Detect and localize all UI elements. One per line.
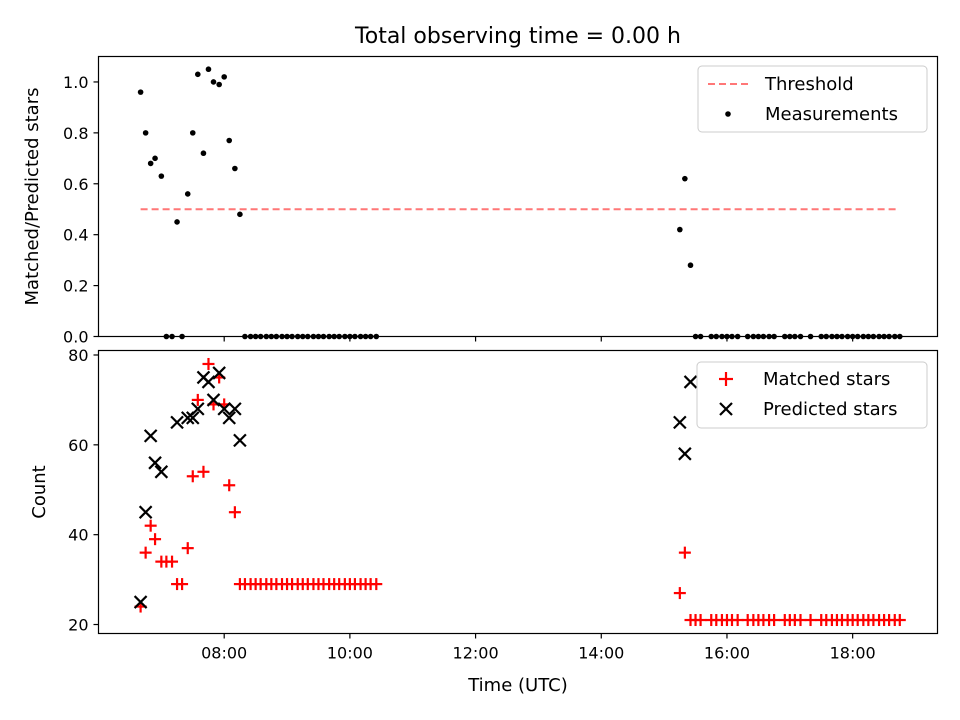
matched-star-point [181,542,194,555]
x-tick-label: 14:00 [578,644,624,663]
y-tick-label: 0.4 [63,226,88,245]
y-tick-label: 40 [68,526,88,545]
top-axes-frame [97,55,939,338]
matched-star-point [804,614,817,627]
matched-star-point [678,546,691,559]
top-ticks: 0.0 0.2 0.4 0.6 0.8 1.0 [63,73,854,347]
predicted-star-point [148,456,162,470]
y-tick-label: 0.2 [63,277,88,296]
legend-predicted-x-icon [719,402,733,416]
y-tick-label: 60 [68,436,88,455]
matched-star-point [197,465,210,478]
measurement-point [216,81,222,88]
matched-star-point [673,587,686,600]
matched-star-point [370,578,383,591]
measurement-point [200,150,207,157]
measurement-point [184,191,191,197]
matched-star-point [202,357,215,370]
measurement-point [142,130,149,136]
legend-measurements-label: Measurements [765,104,898,125]
y-tick-label: 0.6 [63,175,88,194]
measurement-point [194,71,201,78]
predicted-star-point [673,415,687,430]
measurement-point [677,226,683,233]
bottom-plot-content [133,357,906,627]
matched-star-point [893,614,906,627]
legend-predicted-label: Predicted stars [763,399,897,420]
legend-threshold-label: Threshold [764,74,854,95]
bottom-legend: Matched stars Predicted stars [696,361,928,429]
measurement-point [232,165,238,172]
matched-star-point [176,578,189,591]
predicted-star-point [228,402,242,416]
predicted-star-point [222,411,236,425]
predicted-star-point [683,375,698,389]
y-tick-label: 1.0 [63,73,88,92]
predicted-star-point [154,465,169,479]
y-tick-label: 0.8 [63,124,88,143]
measurement-point [226,137,233,144]
bottom-x-axis-label: Time (UTC) [467,675,568,696]
matched-star-point [139,546,152,559]
matched-star-point [228,506,241,519]
predicted-star-point [185,411,200,425]
matched-star-point [144,519,157,532]
matched-star-point [149,533,162,546]
measurement-point [687,262,694,269]
x-tick-label: 16:00 [704,644,750,663]
legend-measurements-dot-icon [725,111,731,117]
top-y-axis-label: Matched/Predicted stars [22,88,43,306]
predicted-star-point [233,433,247,448]
measurement-point [221,74,227,80]
legend-matched-label: Matched stars [763,369,890,390]
predicted-star-point [191,402,205,416]
predicted-star-point [217,402,231,416]
y-tick-label: 0.0 [63,328,88,347]
matched-star-point [191,393,204,406]
predicted-star-point [201,375,216,389]
bottom-legend-box [696,361,928,429]
predicted-star-point [212,366,226,380]
y-tick-label: 80 [68,346,88,365]
top-legend: Threshold Measurements [697,65,928,133]
measurement-point [237,211,243,218]
measurement-point [205,66,212,73]
measurement-point [152,155,158,162]
matched-star-point [731,614,744,627]
bottom-ticks: 20 40 60 80 08:00 10:00 12:00 14:00 16:00 18:00 [68,346,876,663]
measurement-point [147,160,154,167]
top-legend-box [697,65,928,133]
x-tick-label: 08:00 [201,644,247,663]
matched-star-point [166,555,179,568]
predicted-star-point [170,415,184,430]
measurement-point [189,130,196,136]
matched-star-point [794,614,807,627]
predicted-star-point [133,595,148,609]
predicted-star-point [143,429,158,443]
measurement-point [210,79,217,85]
bottom-axes-frame [97,349,939,635]
measurement-point [158,173,165,179]
measurement-point [174,219,180,225]
predicted-star-point [206,393,221,407]
measurement-point [682,175,688,182]
x-tick-label: 12:00 [453,644,499,663]
bottom-panel: 20 40 60 80 08:00 10:00 12:00 14:00 16:00 18:00 C… [29,346,939,696]
x-tick-label: 10:00 [327,644,373,663]
bottom-y-axis-label: Count [29,465,50,518]
y-tick-label: 20 [68,616,88,635]
matched-star-point [186,470,199,483]
matched-star-point [223,479,236,492]
predicted-star-point [138,505,153,519]
matched-star-point [768,614,781,627]
matched-star-point [694,614,707,627]
x-tick-label: 18:00 [830,644,876,663]
figure-title: Total observing time = 0.00 h [354,24,681,49]
top-panel: 0.0 0.2 0.4 0.6 0.8 1.0 Matched/Predicted sta… [22,55,939,347]
predicted-star-point [678,447,692,461]
measurement-point [137,89,144,95]
legend-matched-plus-icon [719,372,733,386]
